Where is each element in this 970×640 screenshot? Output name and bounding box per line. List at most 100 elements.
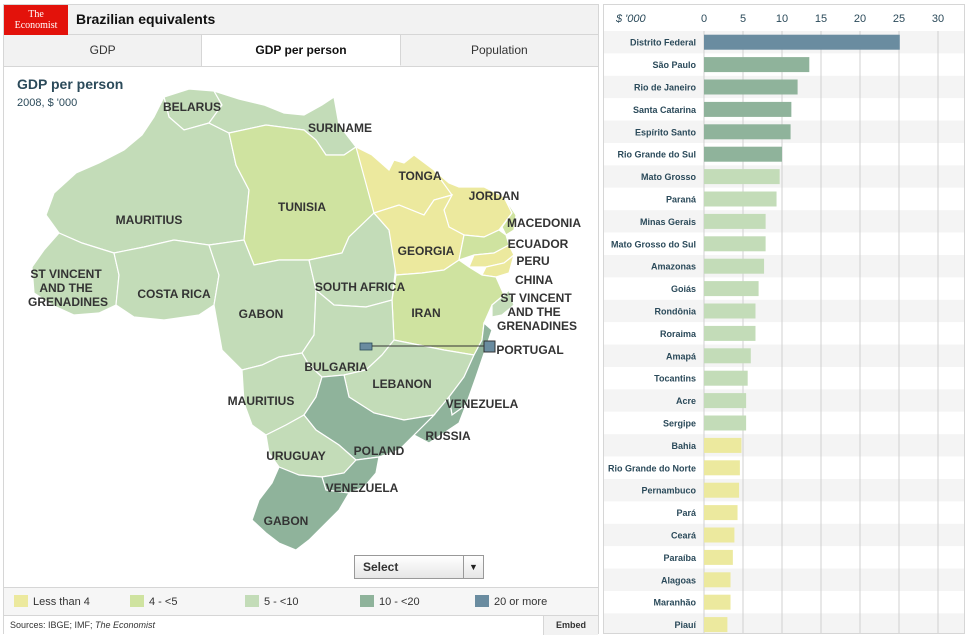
category-label: Maranhão	[653, 598, 696, 608]
category-label: Ceará	[671, 531, 697, 541]
bar[interactable]	[704, 191, 777, 207]
bar[interactable]	[704, 303, 756, 319]
legend-swatch	[475, 595, 489, 607]
legend-label: 20 or more	[494, 596, 548, 608]
bar[interactable]	[704, 549, 733, 565]
distrito-federal-marker[interactable]	[359, 342, 373, 351]
legend-item-10-20: 10 - <20	[360, 595, 420, 608]
chevron-down-icon[interactable]: ▼	[463, 556, 483, 578]
map-region-st-vincent-west[interactable]	[31, 232, 120, 316]
tab-gdp-per-person[interactable]: GDP per person	[202, 35, 401, 66]
legend-item-20-or-more: 20 or more	[475, 595, 547, 608]
category-label: Paraíba	[663, 553, 697, 563]
bar[interactable]	[704, 258, 765, 274]
tab-gdp[interactable]: GDP	[4, 35, 203, 66]
bar[interactable]	[704, 348, 751, 364]
row-band	[604, 613, 964, 633]
map-region-russia[interactable]	[413, 395, 468, 444]
bar[interactable]	[704, 57, 810, 73]
map-label: ST VINCENT	[500, 291, 572, 305]
row-band	[604, 344, 964, 367]
bar[interactable]	[704, 460, 740, 476]
map-label: RUSSIA	[425, 429, 471, 443]
tick-label: 15	[815, 13, 827, 25]
map-title: GDP per person	[17, 76, 124, 92]
row-band	[604, 187, 964, 211]
bar[interactable]	[704, 101, 792, 117]
row-band	[604, 277, 964, 300]
map-label: ECUADOR	[508, 237, 569, 251]
tab-population[interactable]: Population	[400, 35, 598, 66]
bar[interactable]	[704, 325, 756, 341]
map-label: GRENADINES	[28, 295, 108, 309]
bar[interactable]	[704, 169, 780, 185]
map-label: PERU	[516, 254, 549, 268]
tick-label: 5	[740, 13, 746, 25]
bar[interactable]	[704, 617, 728, 633]
category-label: Espírito Santo	[635, 127, 697, 137]
legend-label: 4 - <5	[149, 596, 178, 608]
tick-label: 30	[932, 13, 944, 25]
legend-swatch	[360, 595, 374, 607]
map-region-gabon-south[interactable]	[251, 466, 350, 551]
bar[interactable]	[704, 124, 791, 140]
bar[interactable]	[704, 34, 900, 50]
map-label: BULGARIA	[304, 360, 368, 374]
row-band	[604, 367, 964, 390]
map-label: COSTA RICA	[137, 287, 211, 301]
category-label: Minas Gerais	[640, 217, 696, 227]
row-band	[604, 411, 964, 435]
category-label: Distrito Federal	[630, 38, 696, 48]
map-label: CHINA	[515, 273, 553, 287]
sources-italic: The Economist	[95, 620, 156, 630]
map-label: GABON	[264, 514, 309, 528]
map-region-costa-rica[interactable]	[113, 239, 220, 321]
map-label: MAURITIUS	[228, 394, 295, 408]
sources-prefix: Sources: IBGE; IMF;	[10, 620, 96, 630]
row-band	[604, 523, 964, 547]
category-label: Roraima	[660, 329, 697, 339]
logo-line-1: The	[28, 9, 44, 20]
legend: Less than 4 4 - <5 5 - <10 10 - <20 20 o…	[4, 587, 598, 615]
map-region-st-vincent-east[interactable]	[491, 288, 515, 318]
row-band	[604, 479, 964, 502]
embed-button[interactable]: Embed	[543, 616, 598, 635]
row-band	[604, 389, 964, 412]
row-band	[604, 255, 964, 278]
map-label: GRENADINES	[497, 319, 577, 333]
map-label: IRAN	[411, 306, 440, 320]
legend-label: Less than 4	[33, 596, 90, 608]
bar[interactable]	[704, 393, 747, 409]
bar[interactable]	[704, 594, 731, 610]
bar[interactable]	[704, 572, 731, 588]
page-title: Brazilian equivalents	[76, 11, 216, 27]
category-label: Paraná	[666, 195, 697, 205]
category-label: Santa Catarina	[633, 105, 697, 115]
map-label: MAURITIUS	[116, 213, 183, 227]
economist-logo[interactable]: The Economist	[4, 5, 68, 35]
bar-chart-panel: 0 5 10 15 20 25 30 Distrito Federal São Paulo Rio…	[603, 4, 965, 634]
bar[interactable]	[704, 370, 748, 386]
bar[interactable]	[704, 437, 742, 453]
legend-label: 10 - <20	[379, 596, 420, 608]
category-label: Rio Grande do Norte	[608, 463, 696, 473]
category-label: Rio Grande do Sul	[617, 150, 696, 160]
bar[interactable]	[704, 527, 735, 543]
bar[interactable]	[704, 482, 740, 498]
bar[interactable]	[704, 281, 759, 297]
bar[interactable]	[704, 415, 747, 431]
map-label: SURINAME	[308, 121, 372, 135]
map-label: MACEDONIA	[507, 216, 581, 230]
bar[interactable]	[704, 146, 782, 162]
category-label: Rondônia	[655, 307, 697, 317]
tab-bar: GDP GDP per person Population	[4, 35, 598, 67]
bar[interactable]	[704, 236, 766, 252]
row-band	[604, 568, 964, 591]
callout-box	[483, 340, 496, 353]
bar[interactable]	[704, 505, 738, 521]
bar[interactable]	[704, 79, 798, 95]
row-band	[604, 165, 964, 188]
state-select[interactable]: Select ▼	[354, 555, 484, 579]
bar[interactable]	[704, 213, 766, 229]
category-label: Pará	[676, 508, 697, 518]
